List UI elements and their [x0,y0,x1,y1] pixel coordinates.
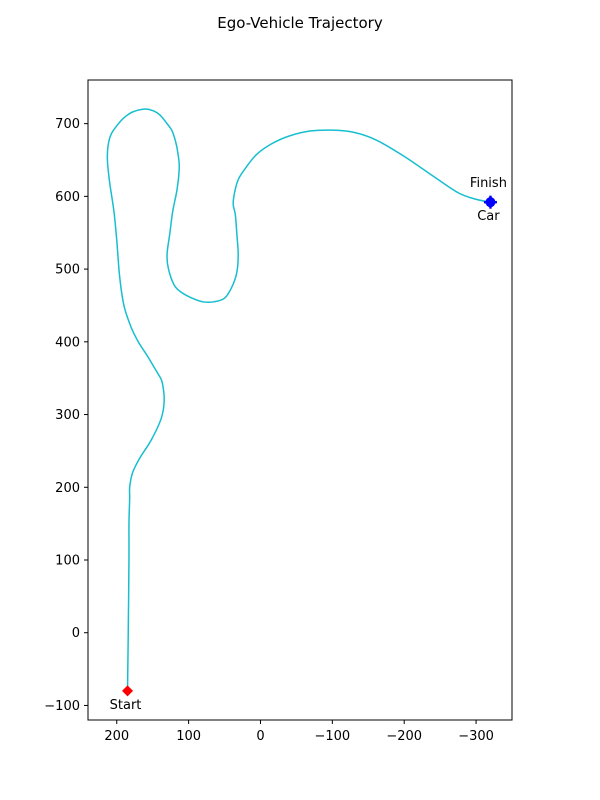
y-tick-label: 400 [55,335,80,350]
axes-frame [87,79,513,721]
y-tick-label: 700 [55,117,80,132]
x-tick-label: 100 [176,729,201,744]
start-marker [122,685,134,697]
x-tick-label: −200 [386,729,422,744]
markers: Start Finish Car [110,176,507,713]
finish-label: Finish [470,176,507,191]
x-axis: 200 100 0 −100 −200 −300 [104,720,494,744]
x-tick-label: 200 [104,729,129,744]
y-tick-label: 500 [55,263,80,278]
y-tick-label: 200 [55,481,80,496]
y-tick-label: 600 [55,190,80,205]
y-axis: −100 0 100 200 300 400 500 600 700 [44,117,88,714]
trajectory-line-0 [106,108,492,692]
y-tick-label: 300 [55,408,80,423]
start-label: Start [110,698,142,713]
y-tick-label: 0 [72,626,80,641]
x-tick-label: 0 [256,729,264,744]
x-tick-label: −300 [458,729,494,744]
plot-area [106,108,492,692]
x-tick-label: −100 [314,729,350,744]
y-tick-label: −100 [44,699,80,714]
y-tick-label: 100 [55,554,80,569]
car-label: Car [477,209,500,224]
chart-title: Ego-Vehicle Trajectory [217,14,383,32]
